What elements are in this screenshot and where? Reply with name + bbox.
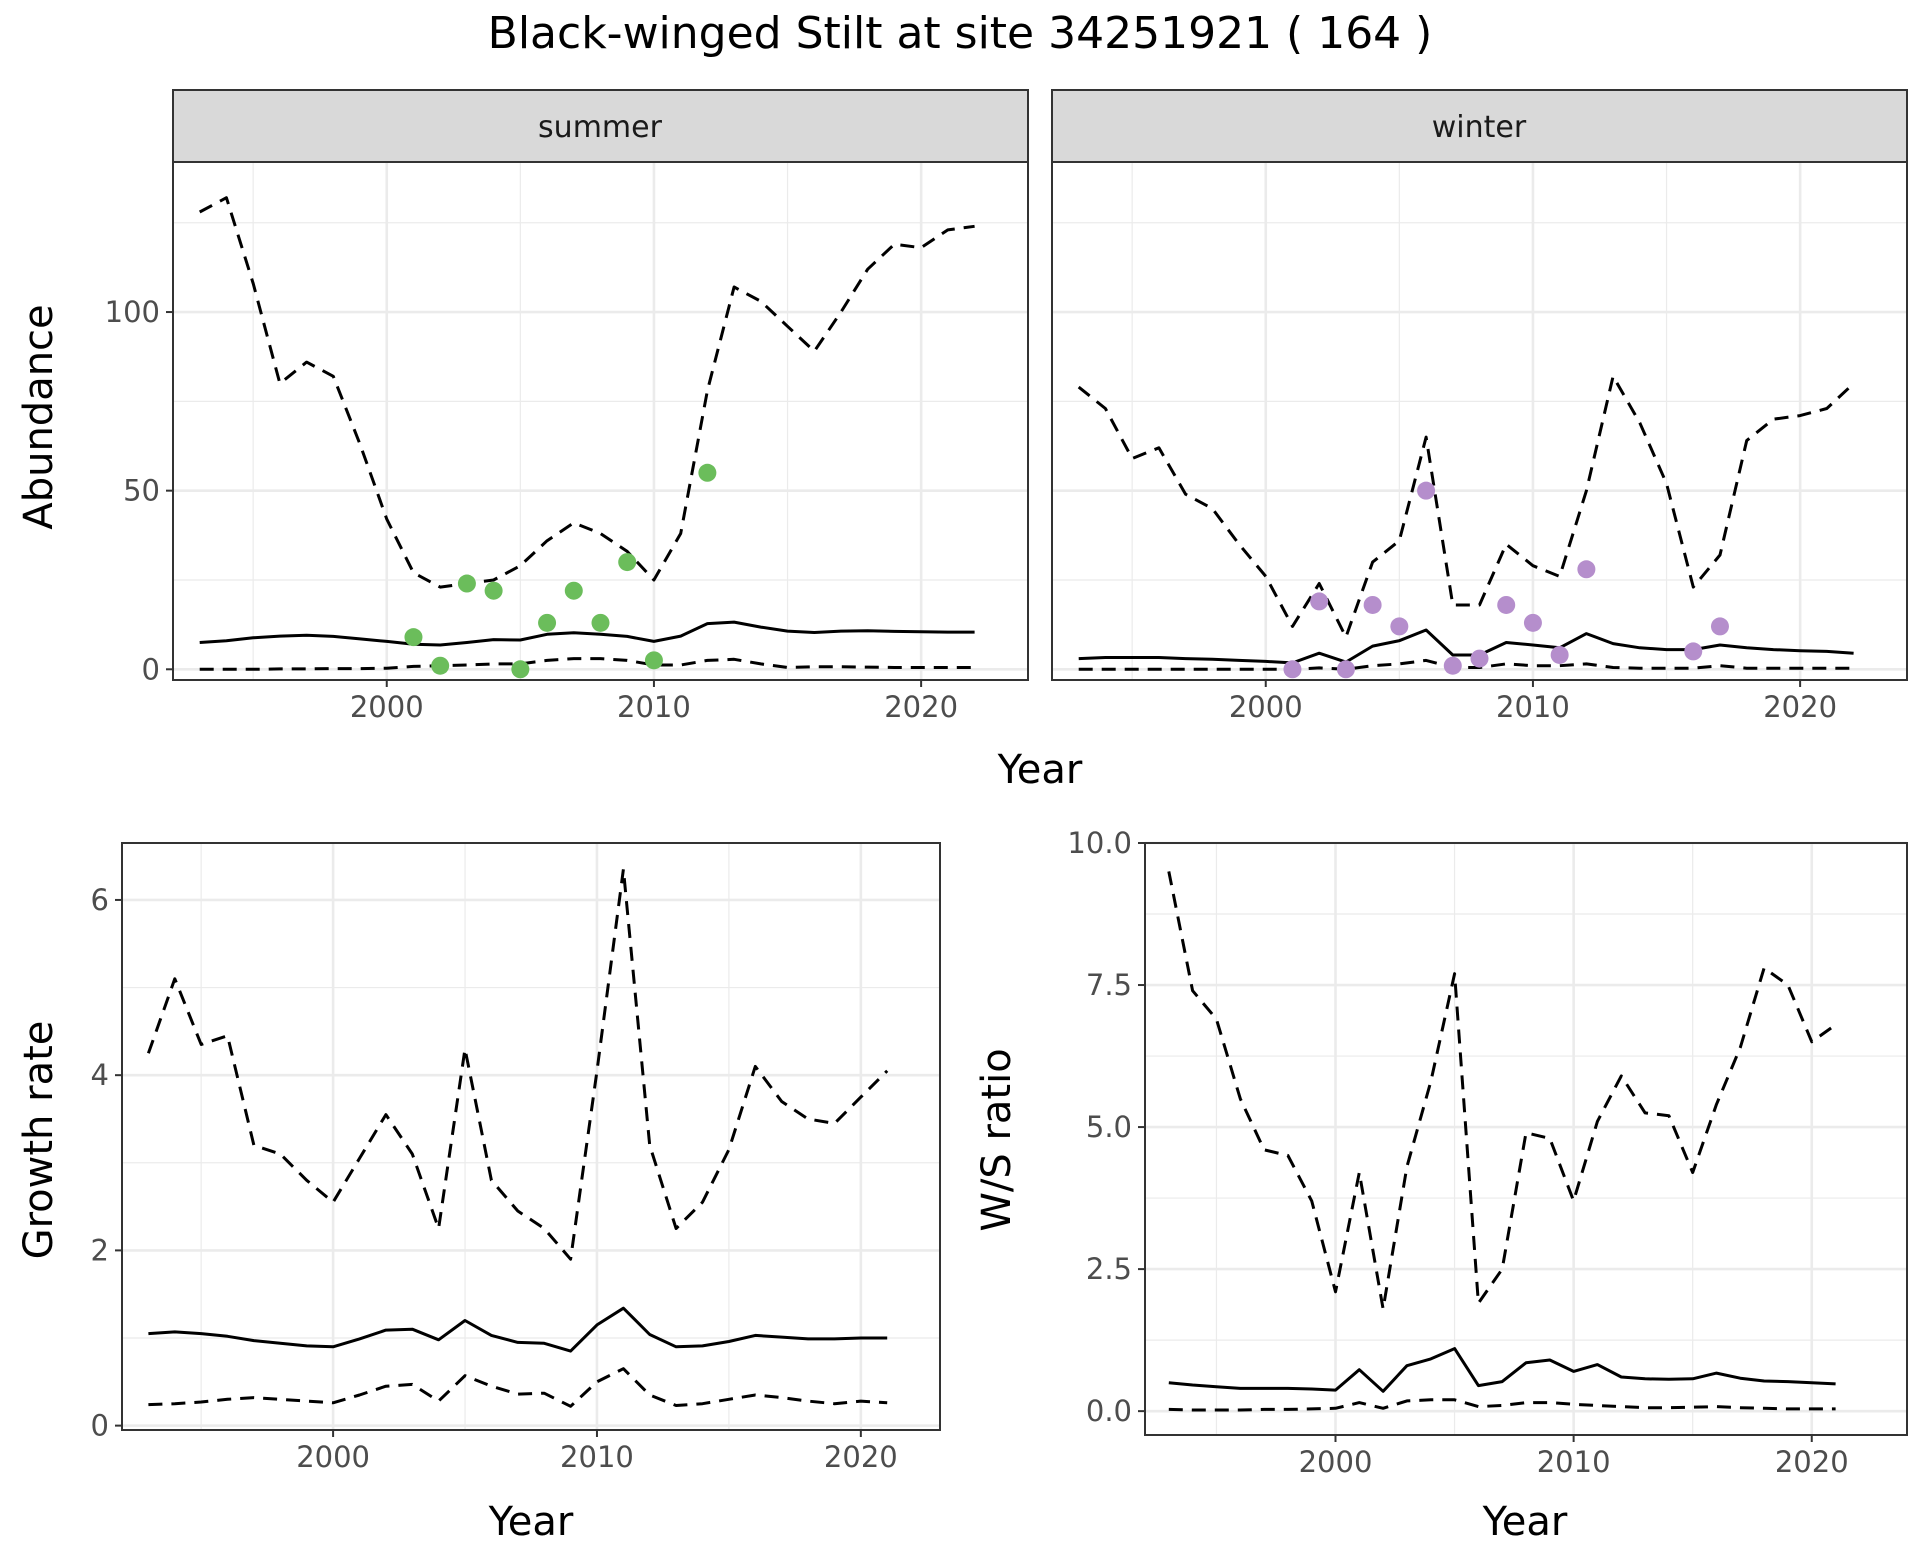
summer-y-tick-label: 0 (142, 652, 160, 686)
winter-x-tick-label: 2010 (1496, 690, 1570, 724)
growth-rate-panel: Growth rate Year 2000 2010 2020 0 2 4 6 (16, 842, 941, 1545)
winter-observation-point (1310, 592, 1329, 611)
winter-mean-line (1078, 628, 1854, 665)
growth-mean-line (148, 1306, 888, 1353)
summer-y-tick-label: 100 (105, 295, 160, 329)
winter-observation-point (1443, 656, 1462, 675)
winter-panel-border (1051, 161, 1908, 681)
summer-observation-point (591, 613, 610, 632)
winter-observation-point (1363, 595, 1382, 614)
growth-x-tick-label: 2000 (296, 1440, 370, 1474)
summer-panel: summer Abundance 2000 2010 2020 0 50 100 (16, 89, 1029, 724)
growth-plot-background (122, 843, 940, 1430)
growth-y-tick-label: 4 (91, 1058, 109, 1092)
ws_ratio-y-tick-label: 10.0 (1067, 826, 1132, 860)
ws_ratio-x-tick-label: 2020 (1775, 1445, 1849, 1479)
ws-ratio-panel: W/S ratio Year 2000 2010 2020 0.0 2.5 5.0 7.5 1… (974, 826, 1908, 1545)
top-x-axis-label: Year (997, 747, 1083, 793)
winter-panel: winter 2000 2010 2020 (1051, 89, 1908, 724)
summer-x-tick-label: 2000 (350, 690, 424, 724)
winter-observation-point (1283, 660, 1302, 679)
summer-observation-point (618, 553, 637, 572)
summer-x-tick-label: 2020 (884, 690, 958, 724)
winter-observation-point (1710, 617, 1729, 636)
summer-observation-point (431, 656, 450, 675)
summer-lower-line (199, 657, 975, 671)
ws_ratio-y-tick-label: 5.0 (1086, 1110, 1132, 1144)
ws_ratio-y-tick-label: 2.5 (1086, 1252, 1132, 1286)
growth-panel-border (121, 842, 941, 1431)
ws_ratio-upper-line (1167, 871, 1837, 1311)
summer-panel-border (172, 161, 1029, 681)
summer-observation-point (564, 581, 583, 600)
winter-lower-line (1078, 658, 1854, 671)
winter-observation-point (1470, 649, 1489, 668)
winter-observation-point (1497, 595, 1516, 614)
winter-observation-point (1417, 481, 1436, 500)
growth-x-axis-label: Year (488, 1499, 574, 1545)
summer-observation-point (404, 628, 423, 647)
growth-lower-line (148, 1367, 888, 1408)
ws_ratio-mean-line (1168, 1347, 1836, 1393)
summer-observation-point (457, 574, 476, 593)
winter-observation-point (1684, 642, 1703, 661)
growth-x-tick-label: 2010 (560, 1440, 634, 1474)
summer-plot-background (173, 162, 1028, 680)
summer-strip-label: summer (538, 110, 663, 145)
summer-y-tick-label: 50 (123, 474, 160, 508)
ws_ratio-x-tick-label: 2000 (1299, 1445, 1373, 1479)
summer-upper-line (198, 196, 975, 589)
winter-observation-point (1523, 613, 1542, 632)
summer-observation-point (698, 463, 717, 482)
growth-x-tick-label: 2020 (824, 1440, 898, 1474)
winter-observation-point (1390, 617, 1409, 636)
summer-strip (172, 89, 1029, 163)
winter-observation-point (1336, 660, 1355, 679)
ws_ratio-lower-line (1168, 1398, 1836, 1412)
winter-strip-label: winter (1432, 110, 1527, 145)
summer-observation-point (484, 581, 503, 600)
ws-x-axis-label: Year (1482, 1499, 1568, 1545)
ws_ratio-x-tick-label: 2010 (1537, 1445, 1611, 1479)
growth-y-tick-label: 2 (91, 1233, 109, 1267)
growth-y-tick-label: 0 (91, 1409, 109, 1443)
summer-observation-point (644, 651, 663, 670)
figure-title: Black-winged Stilt at site 34251921 ( 16… (488, 8, 1433, 59)
growth-y-tick-label: 6 (91, 883, 109, 917)
ws-y-axis-label: W/S ratio (974, 1048, 1020, 1231)
ws_ratio-panel-border (1144, 842, 1908, 1436)
ws_ratio-y-tick-label: 7.5 (1086, 968, 1132, 1002)
ws_ratio-y-tick-label: 0.0 (1086, 1394, 1132, 1428)
winter-observation-point (1550, 645, 1569, 664)
summer-mean-line (199, 620, 975, 647)
growth-upper-line (146, 867, 889, 1261)
summer-x-tick-label: 2010 (617, 690, 691, 724)
winter-x-tick-label: 2020 (1763, 690, 1837, 724)
abundance-y-axis-label: Abundance (16, 304, 62, 529)
winter-plot-background (1052, 162, 1907, 680)
winter-upper-line (1077, 374, 1855, 639)
summer-observation-point (511, 660, 530, 679)
winter-observation-point (1577, 560, 1596, 579)
growth-y-axis-label: Growth rate (16, 1021, 62, 1260)
winter-x-tick-label: 2000 (1229, 690, 1303, 724)
summer-observation-point (538, 613, 557, 632)
